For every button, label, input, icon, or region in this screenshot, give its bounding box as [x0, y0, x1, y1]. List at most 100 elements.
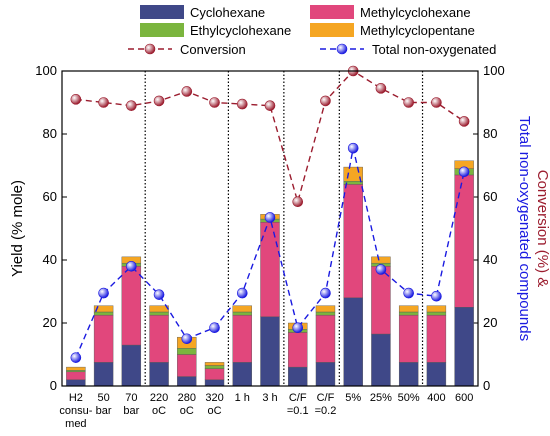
line-point [181, 333, 193, 345]
bar-segment [66, 366, 86, 371]
bar-segment [232, 362, 252, 387]
bar-segment [93, 362, 114, 387]
y2-axis-label: Conversion (%) & [534, 170, 550, 288]
bar-segment [288, 332, 308, 368]
legend-label: Methylcyclopentane [360, 23, 475, 38]
y-tick-label: 60 [43, 189, 57, 204]
y2-tick-label: 0 [483, 378, 490, 393]
bar-segment [93, 305, 114, 313]
bar-segment [426, 311, 447, 316]
y2-tick-label: 40 [483, 252, 497, 267]
x-tick-label: 3 h [262, 392, 277, 404]
bar-segment [343, 297, 363, 387]
bar-segment [398, 362, 419, 387]
line-point [320, 287, 331, 299]
line-point [458, 166, 470, 178]
legend-marker [144, 43, 156, 55]
y-tick-label: 100 [35, 63, 57, 78]
bar-segment [177, 376, 197, 387]
bar-segment [260, 316, 280, 387]
legend-swatch [310, 5, 354, 19]
bar-segment [315, 314, 336, 363]
y2-axis-label: Total non-oxygenated compounds [516, 116, 533, 341]
x-tick-label: C/F =0.2 [315, 392, 337, 417]
legend-label: Conversion [180, 42, 246, 57]
bar-segment [315, 362, 336, 387]
bar-segment [398, 311, 419, 316]
line-point [209, 322, 220, 334]
bar-segment [426, 362, 447, 387]
bar-segment [371, 256, 391, 264]
legend-label: Total non-oxygenated [372, 42, 496, 57]
y2-tick-label: 20 [483, 315, 497, 330]
bar-segment [204, 365, 225, 369]
bar-segment [149, 314, 169, 363]
line-point [403, 287, 414, 299]
bar-segment [66, 370, 86, 373]
bar-segment [232, 305, 252, 313]
line-point [70, 94, 82, 105]
y2-tick-label: 80 [483, 126, 497, 141]
x-tick-label: 280 oC [178, 392, 196, 417]
bar-segment [204, 362, 225, 366]
line-point [70, 352, 82, 363]
bar-segment [343, 184, 363, 298]
bar-segment [232, 311, 252, 316]
line-point [347, 142, 359, 154]
line-point [292, 196, 304, 208]
bar-segment [288, 366, 308, 387]
line-point [98, 97, 109, 108]
bar-segment [66, 371, 86, 380]
line-point [126, 100, 137, 111]
bar-segment [454, 174, 474, 308]
line-point [126, 260, 137, 272]
bar-segment [426, 314, 447, 363]
x-tick-label: C/F =0.1 [287, 392, 309, 417]
bar-segment [204, 368, 225, 380]
bar-segment [371, 266, 391, 335]
bar-segment [149, 305, 169, 313]
y-tick-label: 40 [43, 252, 57, 267]
plot-frame [61, 70, 479, 387]
x-tick-label: 50 bar [96, 392, 112, 417]
y2-tick-label: 60 [483, 189, 497, 204]
line-point [98, 287, 109, 299]
x-tick-label: 5% [345, 392, 361, 404]
line-point [375, 83, 387, 94]
line-point [236, 287, 248, 299]
line-point [375, 264, 387, 275]
line-point [264, 100, 276, 111]
x-tick-label: 1 h [235, 392, 250, 404]
bar-segment [398, 314, 419, 363]
bar-segment [426, 305, 447, 313]
legend-label: Ethylcyclohexane [190, 23, 291, 38]
line-point [181, 86, 193, 97]
x-tick-label: 70 bar [123, 392, 139, 417]
y2-tick-label: 100 [483, 63, 505, 78]
bar-segment [315, 311, 336, 316]
x-tick-label: 50% [398, 392, 420, 404]
bar-segment [149, 362, 169, 387]
bar-segment [371, 333, 391, 387]
y-tick-label: 20 [43, 315, 57, 330]
bar-segment [454, 307, 474, 387]
legend-marker [336, 43, 348, 55]
bar-segment [177, 354, 197, 377]
bar-segment [149, 311, 169, 316]
bar-segment [66, 379, 86, 387]
line-point [153, 95, 165, 107]
bar-segment [177, 348, 197, 355]
y-axis-label: Yield (% mole) [9, 180, 26, 277]
line-point [209, 97, 220, 108]
legend-swatch [310, 23, 354, 37]
x-tick-label: 400 [427, 392, 445, 404]
bar-segment [93, 314, 114, 363]
x-tick-label: 220 oC [150, 392, 168, 417]
bar-segment [204, 379, 225, 387]
y-tick-label: 0 [50, 378, 57, 393]
x-tick-label: 320 oC [205, 392, 223, 417]
line-point [403, 97, 414, 108]
line-point [320, 95, 331, 107]
legend-swatch [140, 23, 184, 37]
